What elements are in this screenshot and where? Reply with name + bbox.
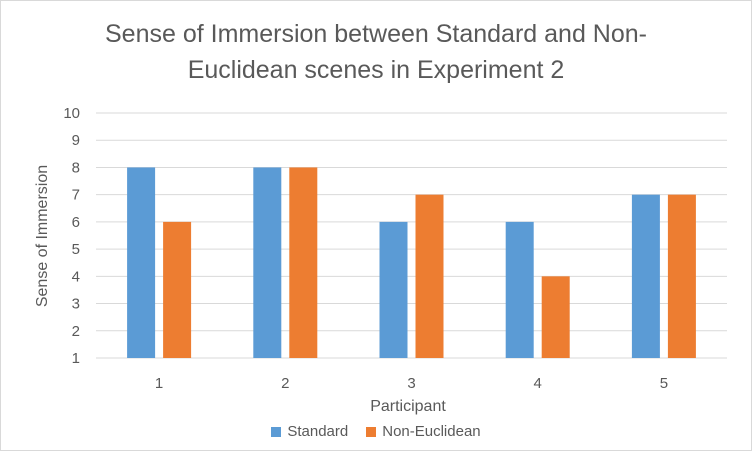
bars xyxy=(127,167,696,358)
bar-non-euclidean-2 xyxy=(289,167,318,358)
chart-title-line-2: Euclidean scenes in Experiment 2 xyxy=(187,56,565,84)
y-tick-label: 2 xyxy=(72,323,80,340)
y-axis-title: Sense of Immersion xyxy=(34,165,51,307)
x-tick-label: 1 xyxy=(155,375,163,392)
legend-swatch-standard xyxy=(271,426,282,437)
legend-swatch-non-euclidean xyxy=(366,426,377,437)
y-tick-label: 8 xyxy=(72,159,80,176)
y-tick-labels: 1 2 3 4 5 6 7 8 9 10 xyxy=(63,105,80,367)
legend-label-standard: Standard xyxy=(287,423,349,440)
y-tick-label: 4 xyxy=(72,268,80,285)
bar-non-euclidean-4 xyxy=(541,276,570,358)
x-tick-label: 4 xyxy=(534,375,542,392)
legend-label-non-euclidean: Non-Euclidean xyxy=(382,423,481,440)
x-tick-label: 5 xyxy=(660,375,668,392)
bar-non-euclidean-3 xyxy=(415,194,444,358)
bar-standard-2 xyxy=(253,167,282,358)
x-tick-labels: 1 2 3 4 5 xyxy=(155,375,668,392)
bar-non-euclidean-1 xyxy=(163,221,192,358)
bar-standard-5 xyxy=(631,194,660,358)
y-tick-label: 1 xyxy=(72,350,80,367)
y-tick-label: 5 xyxy=(72,241,80,258)
y-tick-label: 6 xyxy=(72,214,80,231)
x-tick-label: 2 xyxy=(281,375,289,392)
y-tick-label: 9 xyxy=(72,132,80,149)
x-axis-title: Participant xyxy=(370,398,446,415)
x-tick-label: 3 xyxy=(407,375,415,392)
bar-standard-4 xyxy=(505,221,534,358)
bar-non-euclidean-5 xyxy=(667,194,696,358)
bar-standard-1 xyxy=(127,167,156,358)
y-tick-label: 7 xyxy=(72,187,80,204)
chart-title-line-1: Sense of Immersion between Standard and … xyxy=(105,20,647,48)
bar-standard-3 xyxy=(379,221,408,358)
legend: Standard Non-Euclidean xyxy=(0,423,752,440)
y-tick-label: 3 xyxy=(72,296,80,313)
y-tick-label: 10 xyxy=(63,105,80,122)
legend-item-standard: Standard xyxy=(271,423,348,440)
gridlines xyxy=(96,112,727,359)
legend-item-non-euclidean: Non-Euclidean xyxy=(366,423,481,440)
